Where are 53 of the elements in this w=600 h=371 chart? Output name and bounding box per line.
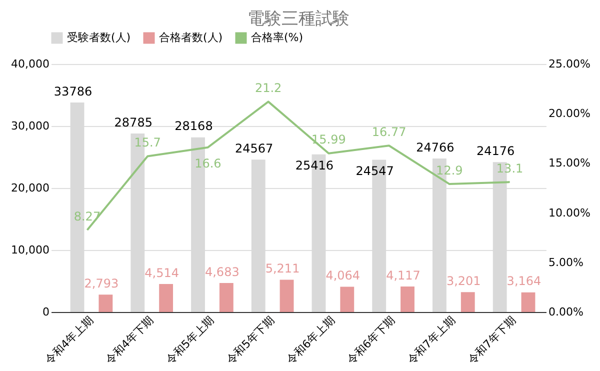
legend-label: 合格率(%) [251,31,304,44]
y2-tick-label: 20.00% [548,107,590,120]
data-label: 4,683 [204,264,240,279]
bar [280,280,294,312]
data-label: 2,793 [84,276,119,291]
x-tick-label: 令和6年下期 [344,314,398,367]
data-label: 4,117 [386,268,420,282]
data-label: 5,211 [265,262,300,276]
bar [159,284,174,312]
data-label: 4,064 [326,268,360,283]
data-label: 28785 [114,115,152,130]
data-label: 33786 [54,84,92,98]
x-tick-label: 令和7年下期 [465,314,518,367]
data-label: 13.1 [496,161,524,176]
y-tick-label: 0 [42,306,50,318]
data-label: 25416 [295,158,334,173]
data-label: 16.6 [194,156,222,170]
y2-tick-label: 5.00% [548,256,584,269]
data-label: 24766 [416,140,454,154]
data-label: 16.77 [372,125,406,139]
y2-tick-label: 15.00% [548,156,590,170]
y-tick-label: 10,000 [11,244,50,256]
y-tick-label: 20,000 [11,182,50,194]
data-label: 24176 [476,144,515,158]
y2-tick-label: 25.00% [548,58,590,70]
x-tick-label: 令和5年上期 [163,314,216,367]
legend-label: 受験者数(人) [67,31,131,44]
data-label: 24547 [356,164,394,178]
chart-title: 電験三種試験 [248,9,350,29]
data-label: 24567 [235,142,274,156]
y-tick-label: 40,000 [11,58,50,70]
bar [521,292,536,312]
data-label: 21.2 [254,81,282,96]
bar [400,286,414,312]
x-tick-label: 令和6年上期 [284,314,338,367]
data-label: 3,201 [446,274,481,288]
legend-label: 合格者数(人) [159,31,223,44]
x-tick-label: 令和7年上期 [404,314,458,367]
bar [340,286,354,312]
data-label: 15.7 [134,136,161,150]
bar [460,292,475,312]
data-label: 12.9 [436,163,463,178]
data-label: 28168 [174,119,213,134]
data-label: 3,164 [506,274,542,288]
data-label: 4,514 [144,266,179,280]
y2-tick-label: 10.00% [548,206,590,220]
bar [98,294,113,312]
x-tick-label: 令和4年下期 [103,314,156,367]
data-label: 15.99 [312,132,346,147]
bar [219,282,234,312]
y-tick-label: 30,000 [11,120,50,132]
y2-tick-label: 0.00% [548,306,584,318]
x-tick-label: 令和5年下期 [224,314,277,367]
